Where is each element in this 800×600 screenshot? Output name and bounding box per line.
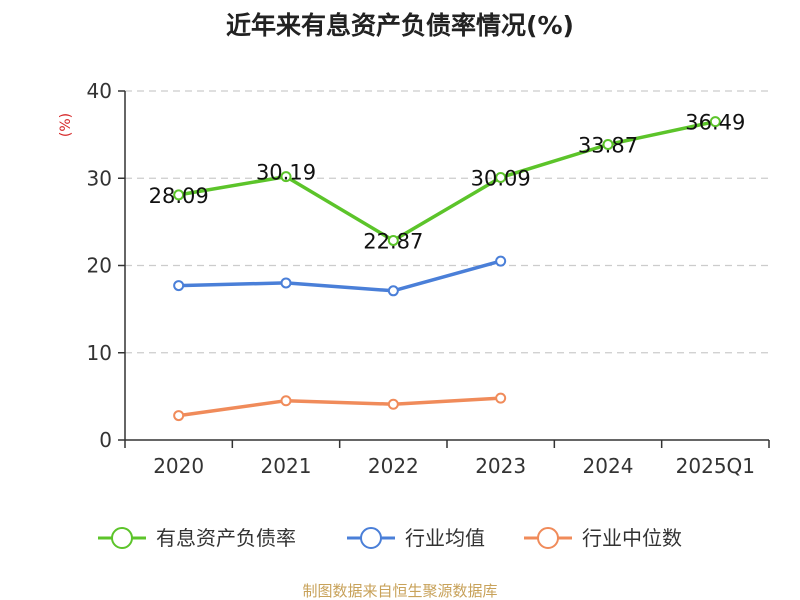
- legend-label-0: 有息资产负债率: [156, 526, 296, 550]
- y-tick-label-40: 40: [87, 79, 112, 103]
- series-0-point-2025Q1: [709, 116, 721, 128]
- series-1-point-2021: [280, 277, 292, 289]
- legend-marker-1: [360, 527, 382, 549]
- series-0-point-2022: [387, 234, 399, 246]
- series-lines: [173, 116, 721, 422]
- axes: 0 10 20 30 40 2020 2021 2022 2023 2024 2025Q1: [87, 79, 770, 478]
- data-labels: 28.09 30.19 22.87 30.09 33.87 36.49: [149, 111, 746, 254]
- x-tick-label-2023: 2023: [475, 454, 526, 478]
- y-tick-label-0: 0: [99, 428, 112, 452]
- series-1-point-2023: [495, 255, 507, 267]
- y-tick-label-10: 10: [87, 341, 112, 365]
- series-2-point-2020: [173, 410, 185, 422]
- chart-title: 近年来有息资产负债率情况(%): [226, 11, 574, 40]
- x-tick-label-2020: 2020: [153, 454, 204, 478]
- data-label-2020: 28.09: [149, 184, 209, 208]
- series-0-point-2024: [602, 138, 614, 150]
- legend-label-1: 行业均值: [405, 526, 485, 550]
- series-line-2: [178, 396, 501, 418]
- series-0-point-2021: [280, 171, 292, 183]
- x-tick-label-2022: 2022: [368, 454, 419, 478]
- y-tick-label-20: 20: [87, 254, 112, 278]
- series-line-1: [178, 259, 502, 293]
- data-label-2023: 30.09: [471, 166, 531, 190]
- series-0-point-2023: [495, 171, 507, 183]
- series-2-point-2021: [280, 395, 292, 407]
- legend[interactable]: 有息资产负债率 行业均值 行业中位数: [98, 526, 682, 550]
- source-note: 制图数据来自恒生聚源数据库: [302, 582, 497, 600]
- series-line-0: [178, 119, 716, 243]
- series-2-point-2023: [495, 392, 507, 404]
- legend-item-2[interactable]: 行业中位数: [524, 526, 682, 550]
- x-tick-label-2024: 2024: [583, 454, 634, 478]
- legend-marker-2: [537, 527, 559, 549]
- legend-marker-0: [111, 527, 133, 549]
- y-axis-unit-label: (%): [58, 113, 74, 137]
- series-1-point-2020: [173, 280, 185, 292]
- data-label-2025Q1: 36.49: [685, 111, 745, 135]
- data-label-2021: 30.19: [256, 161, 316, 185]
- legend-item-0[interactable]: 有息资产负债率: [98, 526, 296, 550]
- x-tick-label-2021: 2021: [261, 454, 312, 478]
- legend-label-2: 行业中位数: [582, 526, 682, 550]
- series-0-point-2020: [173, 189, 185, 201]
- legend-item-1[interactable]: 行业均值: [347, 526, 485, 550]
- x-tick-label-2025Q1: 2025Q1: [676, 454, 755, 478]
- data-label-2022: 22.87: [363, 229, 423, 253]
- y-tick-label-30: 30: [87, 166, 112, 190]
- series-1-point-2022: [387, 285, 399, 297]
- data-label-2024: 33.87: [578, 133, 638, 157]
- series-2-point-2022: [387, 398, 399, 410]
